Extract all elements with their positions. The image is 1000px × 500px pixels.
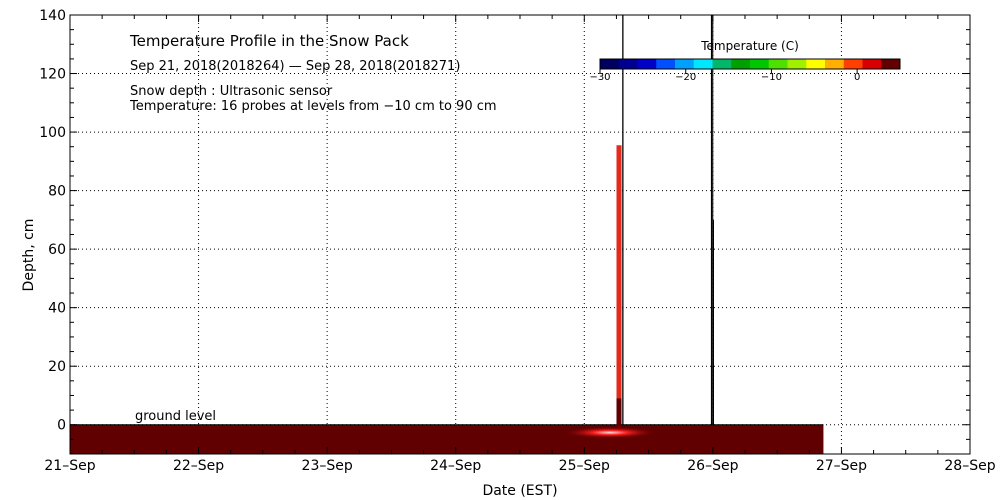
- x-tick-label: 27–Sep: [816, 458, 867, 474]
- y-tick-label: 60: [48, 242, 66, 258]
- data-layer: [70, 15, 824, 454]
- ticks: 21–Sep 22–Sep 23–Sep 24–Sep 25–Sep 26–Sep 27–S…: [39, 8, 995, 474]
- x-tick-label: 26–Sep: [687, 458, 738, 474]
- colorbar-swatch: [637, 59, 657, 69]
- x-tick-label: 23–Sep: [302, 458, 353, 474]
- colorbar-legend: −30 −20 −10 0: [589, 58, 901, 83]
- colorbar-swatch: [862, 59, 882, 69]
- x-axis-title: Date (EST): [482, 483, 557, 499]
- colorbar-swatch: [731, 59, 751, 69]
- colorbar-frame: [599, 58, 901, 70]
- x-tick-label: 28–Sep: [944, 458, 995, 474]
- colorbar-swatch: [750, 59, 770, 69]
- y-tick-label: 140: [39, 8, 66, 24]
- ground-level-label: ground level: [135, 409, 216, 424]
- warm-spot: [562, 426, 658, 439]
- colorbar-swatch: [806, 59, 826, 69]
- y-tick-label: 120: [39, 67, 66, 83]
- y-tick-label: 40: [48, 301, 66, 317]
- colorbar-swatch: [675, 59, 695, 69]
- colorbar-swatch: [712, 59, 732, 69]
- x-tick-label: 24–Sep: [430, 458, 481, 474]
- colorbar-swatch: [600, 59, 620, 69]
- colorbar-tick-label: −20: [675, 72, 696, 83]
- colorbar-tick-label: 0: [854, 72, 860, 83]
- colorbar-swatch: [843, 59, 863, 69]
- colorbar-swatch: [787, 59, 807, 69]
- y-tick-label: 0: [57, 418, 66, 434]
- x-tick-label: 22–Sep: [173, 458, 224, 474]
- y-tick-label: 100: [39, 125, 66, 141]
- colorbar-swatch: [693, 59, 713, 69]
- colorbar-tick-label: −30: [589, 72, 610, 83]
- probe-column-base: [616, 398, 622, 427]
- y-tick-label: 20: [48, 359, 66, 375]
- x-tick-label: 21–Sep: [44, 458, 95, 474]
- x-tick-label: 25–Sep: [559, 458, 610, 474]
- colorbar-swatch: [825, 59, 845, 69]
- temperature-note: Temperature: 16 probes at levels from −1…: [129, 99, 497, 114]
- colorbar-swatch: [768, 59, 788, 69]
- ground-temperature-band: [70, 424, 824, 454]
- colorbar-swatch: [618, 59, 638, 69]
- chart-title: Temperature Profile in the Snow Pack: [129, 32, 409, 50]
- date-range-subtitle: Sep 21, 2018(2018264) — Sep 28, 2018(201…: [130, 59, 460, 74]
- y-axis-title: Depth, cm: [21, 219, 37, 292]
- colorbar-tick-label: −10: [761, 72, 782, 83]
- colorbar-swatch: [881, 59, 901, 69]
- probe-column: [616, 145, 622, 427]
- colorbar-swatch: [656, 59, 676, 69]
- colorbar-title: Temperature (C): [700, 39, 799, 53]
- y-tick-label: 80: [48, 184, 66, 200]
- snow-depth-note: Snow depth : Ultrasonic sensor: [130, 84, 333, 99]
